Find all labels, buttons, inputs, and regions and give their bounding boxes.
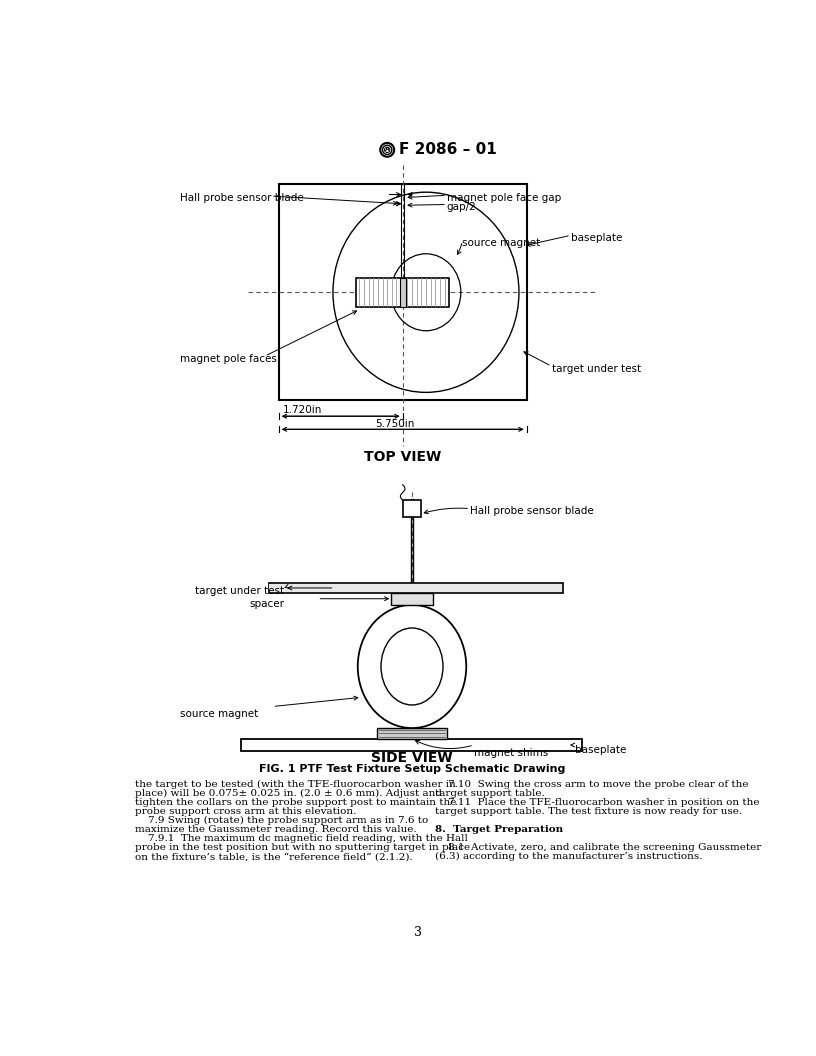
Text: spacer: spacer [249,599,284,608]
Text: 7.9 Swing (rotate) the probe support arm as in 7.6 to: 7.9 Swing (rotate) the probe support arm… [135,816,428,825]
Text: FIG. 1 PTF Test Fixture Setup Schematic Drawing: FIG. 1 PTF Test Fixture Setup Schematic … [259,763,565,773]
Text: tighten the collars on the probe support post to maintain the: tighten the collars on the probe support… [135,798,456,807]
Text: A: A [385,148,389,152]
Text: 7.10  Swing the cross arm to move the probe clear of the: 7.10 Swing the cross arm to move the pro… [435,779,749,789]
Text: on the fixture’s table, is the “reference field” (2.1.2).: on the fixture’s table, is the “referenc… [135,852,412,862]
Ellipse shape [357,605,466,728]
Text: TOP VIEW: TOP VIEW [364,450,441,465]
Text: 8.  Target Preparation: 8. Target Preparation [435,825,563,834]
Text: magnet pole face gap: magnet pole face gap [447,193,561,203]
Text: baseplate: baseplate [574,746,626,755]
Text: target support table. The test fixture is now ready for use.: target support table. The test fixture i… [435,807,743,816]
Bar [377,728,447,739]
Text: target under test: target under test [195,586,284,597]
Text: 5.750in: 5.750in [375,418,415,429]
Bar [279,185,526,400]
Text: the target to be tested (with the TFE-fluorocarbon washer in: the target to be tested (with the TFE-fl… [135,779,455,789]
Bar [242,739,583,751]
Text: baseplate: baseplate [571,233,623,243]
Bar [357,278,449,307]
Text: magnet pole faces: magnet pole faces [180,354,277,364]
Text: maximize the Gaussmeter reading. Record this value.: maximize the Gaussmeter reading. Record … [135,825,416,834]
Bar [400,278,406,307]
Text: place) will be 0.075± 0.025 in. (2.0 ± 0.6 mm). Adjust and: place) will be 0.075± 0.025 in. (2.0 ± 0… [135,789,441,798]
Text: target under test: target under test [552,364,641,374]
Bar [403,501,420,517]
Text: 7.11  Place the TFE-fluorocarbon washer in position on the: 7.11 Place the TFE-fluorocarbon washer i… [435,798,760,807]
Text: 1.720in: 1.720in [282,406,322,415]
Ellipse shape [381,628,443,705]
Text: probe in the test position but with no sputtering target in place: probe in the test position but with no s… [135,844,470,852]
Text: 7.9.1  The maximum dc magnetic field reading, with the Hall: 7.9.1 The maximum dc magnetic field read… [135,834,468,843]
Bar [268,583,563,592]
Text: source magnet: source magnet [180,709,258,719]
Text: SIDE VIEW: SIDE VIEW [371,751,453,766]
Text: magnet shims: magnet shims [474,748,548,758]
Text: gap/2: gap/2 [447,202,477,212]
Text: Hall probe sensor blade: Hall probe sensor blade [180,193,304,203]
Text: source magnet: source magnet [463,239,541,248]
Text: probe support cross arm at this elevation.: probe support cross arm at this elevatio… [135,807,356,816]
Bar [391,592,433,605]
Text: 8.1  Activate, zero, and calibrate the screening Gaussmeter: 8.1 Activate, zero, and calibrate the sc… [435,844,761,852]
Text: (6.3) according to the manufacturer’s instructions.: (6.3) according to the manufacturer’s in… [435,852,703,862]
Text: F 2086 – 01: F 2086 – 01 [399,143,497,157]
Text: target support table.: target support table. [435,789,545,797]
Text: 3: 3 [415,926,422,939]
Text: Hall probe sensor blade: Hall probe sensor blade [470,506,594,516]
Bar [269,584,562,591]
